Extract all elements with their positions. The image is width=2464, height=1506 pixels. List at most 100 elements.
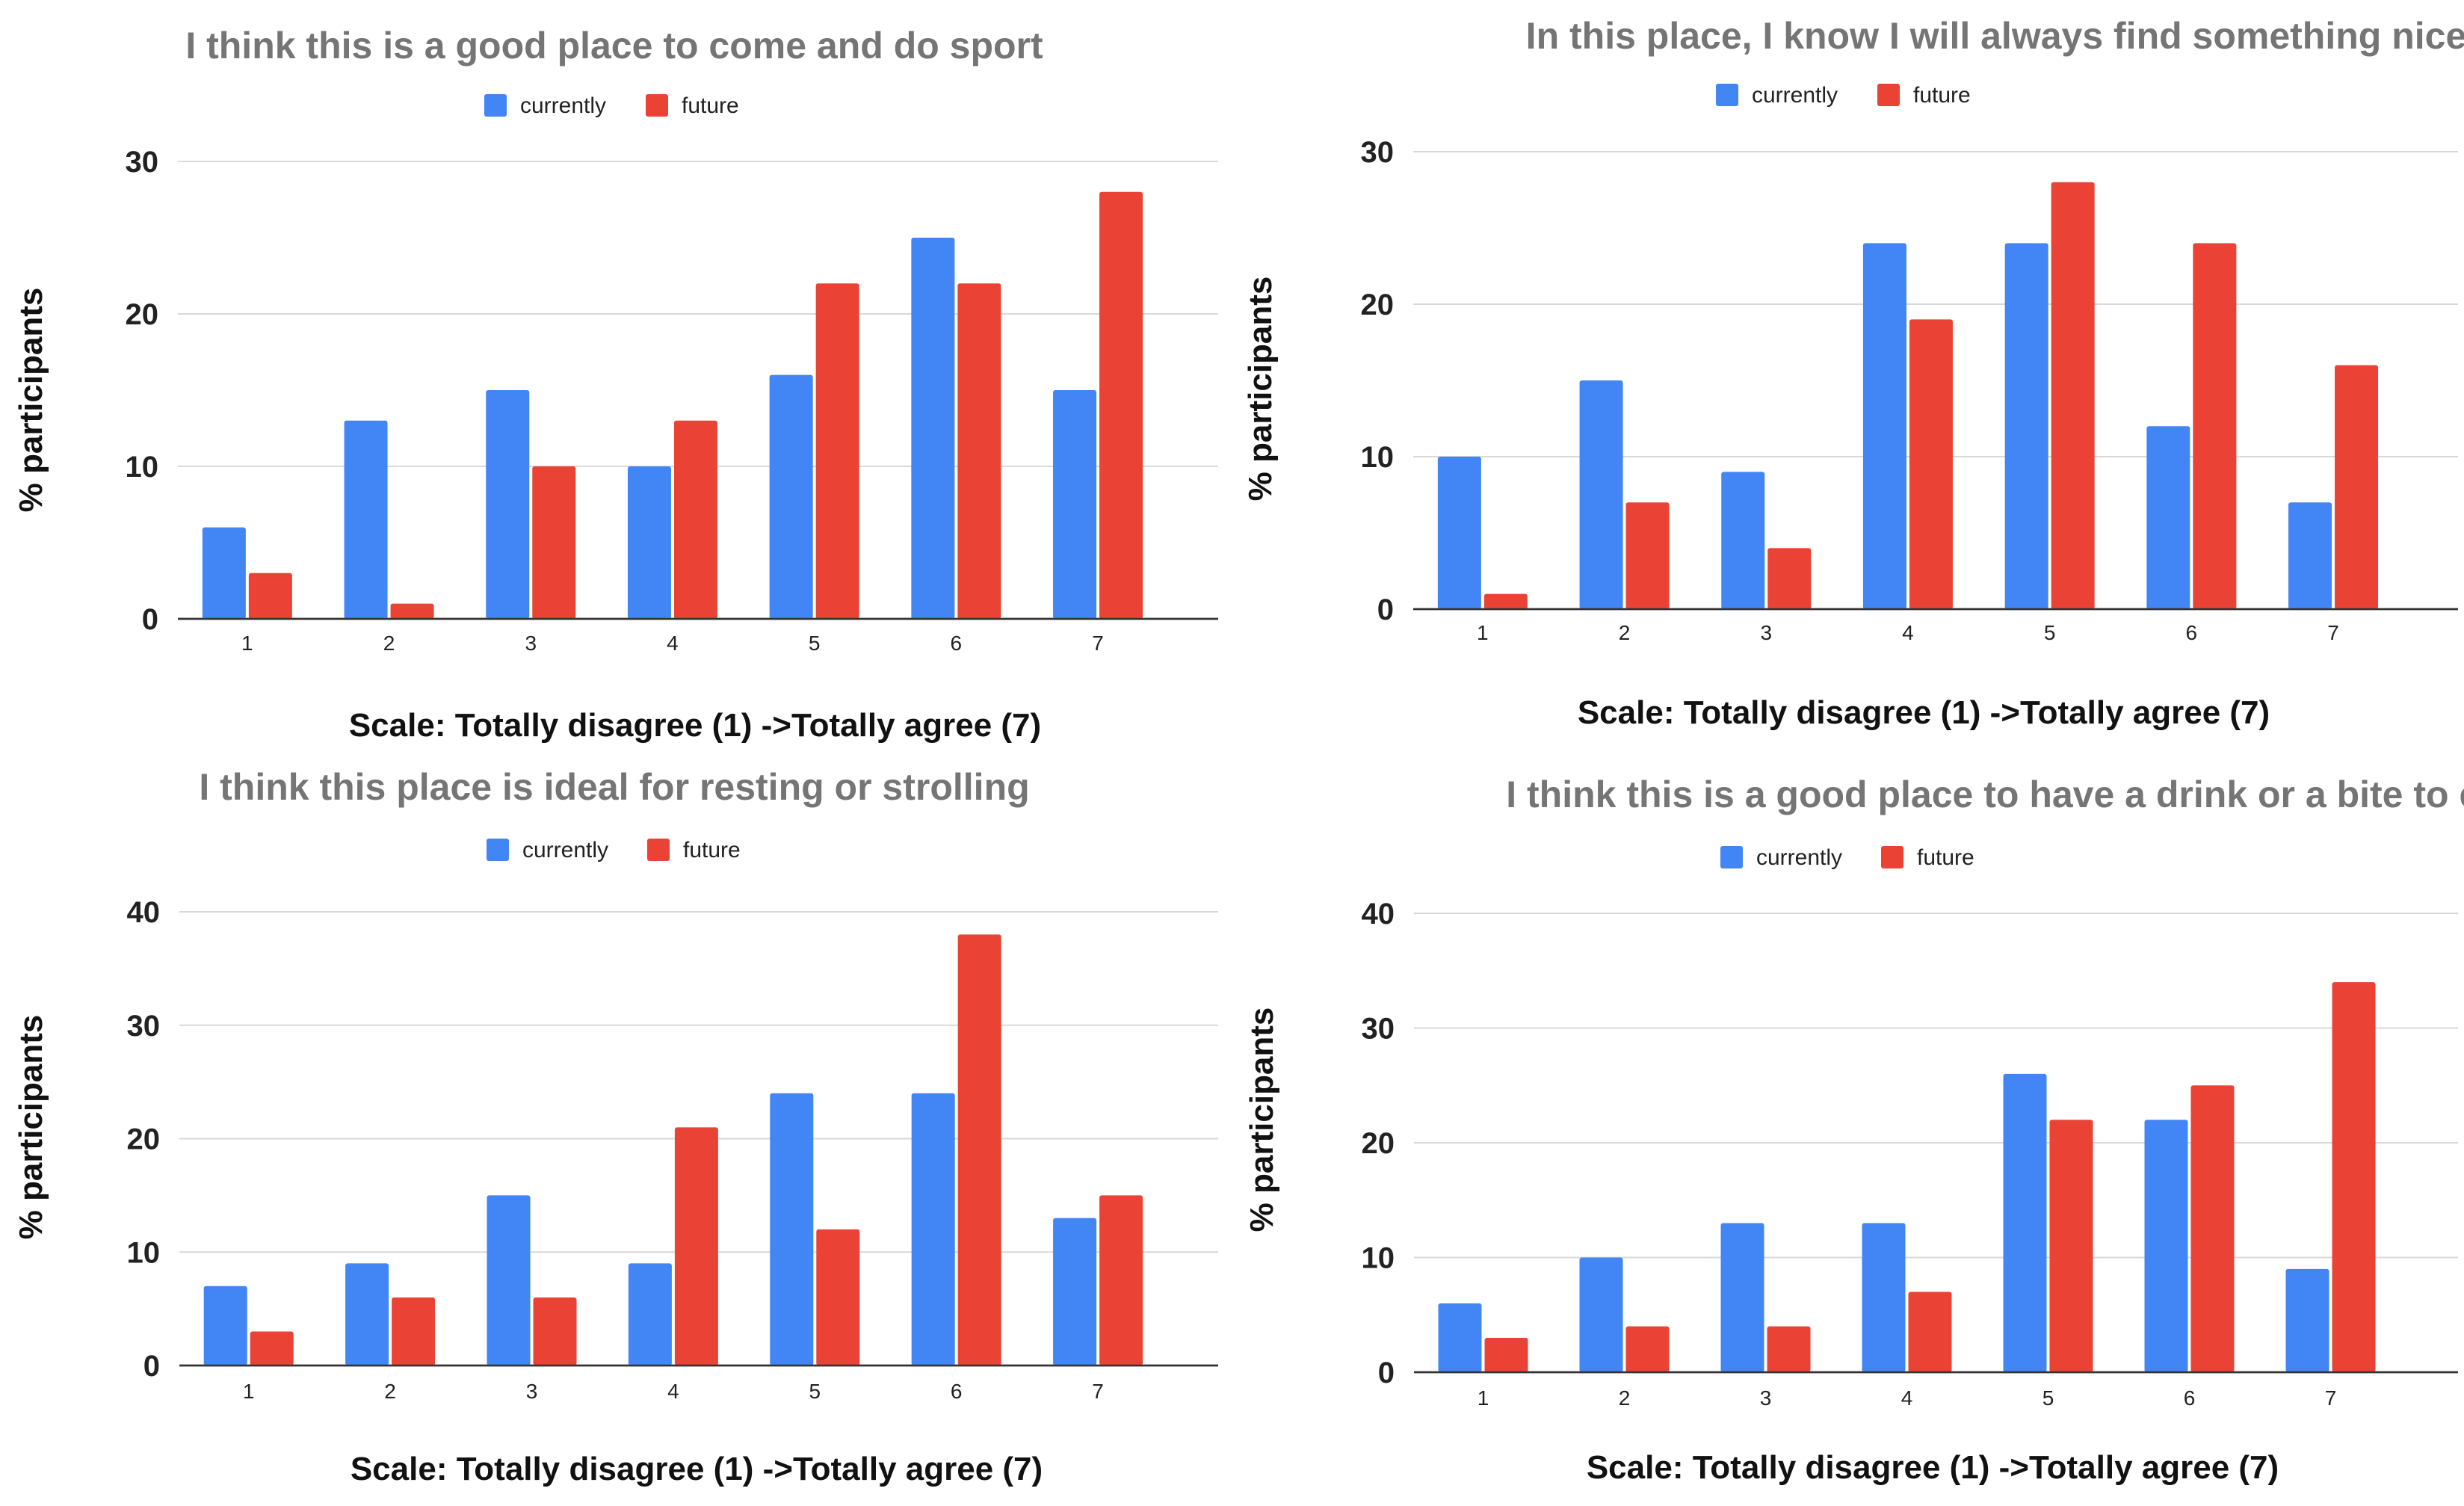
x-tick-label: 2	[1619, 621, 1631, 644]
y-axis: 0 10 20 30	[126, 146, 159, 636]
y-tick-label: 40	[127, 896, 161, 929]
legend-swatch-future	[1881, 846, 1903, 868]
y-tick-label: 10	[126, 451, 159, 484]
bar-future	[2332, 982, 2376, 1372]
bar-future	[673, 420, 717, 619]
bar-currently	[769, 374, 813, 619]
x-tick-label: 6	[2186, 621, 2198, 644]
x-axis: 1 2 3 4 5 6 7	[1477, 621, 2339, 644]
y-tick-label: 0	[1378, 1357, 1395, 1389]
x-tick-label: 4	[667, 632, 679, 655]
x-tick-label: 2	[383, 632, 395, 655]
chart-panel-sport: I think this is a good place to come and…	[0, 0, 1232, 753]
y-tick-label: 30	[1362, 1013, 1395, 1046]
chart-panel-drink: I think this is a good place to have a d…	[1232, 753, 2464, 1506]
bar-future	[1625, 1326, 1670, 1372]
y-tick-label: 30	[1361, 136, 1395, 169]
y-tick-label: 10	[127, 1236, 161, 1269]
x-tick-label: 2	[1619, 1386, 1631, 1410]
y-tick-label: 20	[127, 1123, 161, 1156]
x-axis-label: Scale: Totally disagree (1) ->Totally ag…	[1578, 694, 2270, 731]
legend-swatch-future	[647, 839, 670, 861]
bar-currently	[1437, 457, 1481, 609]
legend-label-currently: currently	[1752, 83, 1838, 108]
bar-currently	[1579, 380, 1623, 609]
plot-area	[1413, 151, 2458, 611]
bar-currently	[2146, 426, 2190, 609]
bar-currently	[1053, 390, 1097, 619]
x-tick-label: 5	[809, 1380, 821, 1403]
x-tick-label: 4	[1902, 621, 1914, 644]
legend: currently future	[1716, 83, 1971, 108]
bar-currently	[2003, 1073, 2047, 1372]
x-tick-label: 3	[526, 1380, 538, 1403]
bar-currently	[2285, 1268, 2329, 1372]
bar-currently	[1862, 1223, 1906, 1372]
bar-currently	[1862, 243, 1906, 609]
x-axis: 1 2 3 4 5 6 7	[1478, 1386, 2337, 1410]
chart-title: I think this is a good place to have a d…	[1506, 774, 2464, 815]
legend: currently future	[1720, 845, 1974, 870]
legend-swatch-currently	[1720, 846, 1743, 868]
legend-label-currently: currently	[520, 93, 606, 118]
bar-currently	[627, 466, 671, 619]
x-tick-label: 7	[2325, 1386, 2337, 1410]
bar-currently	[911, 1093, 955, 1365]
bar-future	[1099, 1195, 1143, 1365]
bar-future	[532, 466, 576, 619]
chart-svg: In this place, I know I will always find…	[1242, 15, 2464, 731]
y-tick-label: 10	[1361, 441, 1395, 474]
legend-label-future: future	[683, 838, 741, 862]
bar-future	[390, 603, 434, 619]
chart-svg: I think this is a good place to have a d…	[1244, 774, 2464, 1486]
bar-future	[1767, 548, 1812, 609]
bar-currently	[345, 1263, 389, 1365]
bar-future	[2193, 243, 2237, 609]
bar-future	[1908, 1291, 1952, 1372]
legend-swatch-currently	[487, 839, 509, 861]
legend-label-future: future	[1917, 845, 1974, 870]
x-tick-label: 4	[1901, 1386, 1913, 1410]
chart-title: I think this place is ideal for resting …	[199, 766, 1029, 808]
y-tick-label: 20	[1362, 1127, 1395, 1160]
chart-title: In this place, I know I will always find…	[1526, 15, 2464, 57]
y-tick-label: 20	[126, 298, 159, 331]
plot-area	[178, 161, 1218, 620]
bar-future	[248, 573, 292, 619]
x-tick-label: 1	[1478, 1386, 1489, 1410]
bar-future	[2190, 1085, 2235, 1372]
legend-swatch-currently	[484, 94, 507, 117]
y-axis-label: % participants	[13, 1015, 49, 1240]
x-axis-label: Scale: Totally disagree (1) ->Totally ag…	[1587, 1449, 2279, 1486]
x-tick-label: 6	[951, 1380, 963, 1403]
chart-panel-resting: I think this place is ideal for resting …	[0, 753, 1232, 1506]
x-tick-label: 6	[2184, 1386, 2196, 1410]
legend: currently future	[484, 93, 739, 118]
chart-panel-nice-to-do: In this place, I know I will always find…	[1232, 0, 2464, 753]
y-tick-label: 0	[1377, 593, 1394, 626]
plot-area	[179, 911, 1218, 1367]
y-axis: 0 10 20 30	[1361, 136, 1395, 626]
bar-currently	[770, 1093, 814, 1365]
bar-future	[1483, 593, 1528, 609]
bar-future	[1484, 1337, 1528, 1372]
x-tick-label: 4	[667, 1380, 679, 1403]
y-axis: 0 10 20 30 40	[127, 896, 161, 1383]
bar-future	[250, 1331, 294, 1365]
y-tick-label: 0	[142, 603, 158, 636]
y-tick-label: 30	[126, 146, 159, 179]
legend-label-currently: currently	[1756, 845, 1842, 870]
bar-currently	[486, 390, 530, 619]
x-axis: 1 2 3 4 5 6 7	[241, 632, 1104, 655]
y-tick-label: 20	[1361, 288, 1395, 321]
y-axis: 0 10 20 30 40	[1362, 898, 1395, 1389]
x-axis-label: Scale: Totally disagree (1) ->Totally ag…	[349, 707, 1041, 744]
bar-currently	[1720, 1223, 1764, 1372]
x-tick-label: 7	[1092, 1380, 1104, 1403]
bar-currently	[203, 1286, 247, 1365]
bar-future	[816, 1229, 860, 1365]
x-tick-label: 1	[241, 632, 253, 655]
bar-future	[1767, 1326, 1811, 1372]
legend-swatch-future	[646, 94, 668, 117]
bar-currently	[911, 238, 955, 619]
